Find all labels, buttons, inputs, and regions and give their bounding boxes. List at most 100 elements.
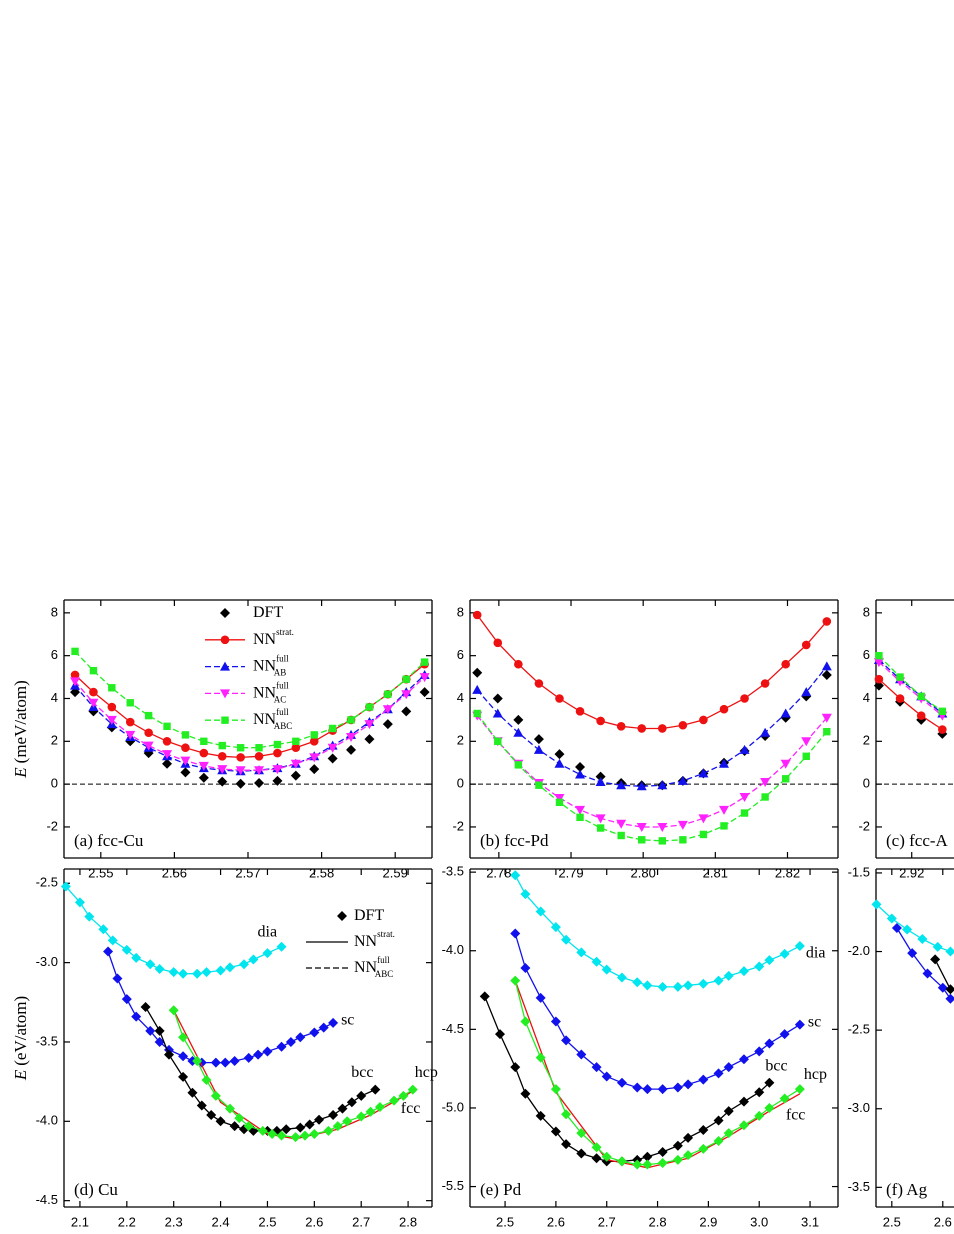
legend-label: NNstrat. xyxy=(354,929,395,950)
marker xyxy=(107,702,117,712)
series-line xyxy=(878,655,943,712)
marker xyxy=(168,967,179,978)
marker xyxy=(764,955,775,966)
panel-label: (c) fcc-A xyxy=(886,831,949,850)
marker xyxy=(292,737,300,746)
marker xyxy=(779,1093,790,1104)
legend-text: NN xyxy=(253,711,277,728)
y-tick-label: 6 xyxy=(863,647,870,662)
marker xyxy=(754,961,765,972)
marker xyxy=(327,753,338,764)
marker xyxy=(492,708,503,718)
marker xyxy=(672,1140,683,1151)
marker xyxy=(698,1124,709,1135)
marker xyxy=(520,963,531,974)
marker xyxy=(638,836,646,844)
y-axis-unit: (meV/atom) xyxy=(11,680,30,763)
y-tick-label: -2 xyxy=(46,818,58,833)
marker xyxy=(698,1143,709,1154)
series-line xyxy=(74,676,426,771)
marker xyxy=(234,1113,245,1124)
marker xyxy=(875,651,883,660)
marker xyxy=(267,1129,278,1140)
marker xyxy=(823,727,831,736)
marker xyxy=(239,959,250,970)
marker xyxy=(60,881,71,892)
marker xyxy=(178,1051,189,1062)
marker xyxy=(295,1122,306,1133)
marker xyxy=(591,1153,602,1164)
marker xyxy=(657,780,668,790)
y-tick-label: -2 xyxy=(452,818,464,833)
marker xyxy=(740,809,749,817)
marker xyxy=(163,722,171,731)
legend-text: NN xyxy=(253,630,277,647)
marker xyxy=(254,778,265,789)
y-tick-label: 8 xyxy=(457,604,464,619)
panel-label: (a) fcc-Cu xyxy=(74,831,144,850)
y-tick-label: 2 xyxy=(457,733,464,748)
marker xyxy=(642,1159,653,1170)
marker xyxy=(154,1036,165,1047)
marker xyxy=(198,772,209,783)
marker xyxy=(281,1124,292,1135)
marker xyxy=(616,819,627,829)
marker xyxy=(922,968,933,979)
y-tick-label: 8 xyxy=(51,604,58,619)
marker xyxy=(601,1071,612,1082)
x-tick-label: 2.58 xyxy=(309,865,334,880)
marker xyxy=(309,1129,320,1140)
marker xyxy=(642,1084,653,1095)
marker xyxy=(220,661,230,671)
marker xyxy=(945,993,954,1004)
marker xyxy=(243,1052,254,1063)
marker xyxy=(938,707,947,716)
marker xyxy=(206,1109,217,1120)
marker xyxy=(561,1139,572,1150)
marker xyxy=(210,1057,221,1068)
marker xyxy=(178,968,189,979)
marker xyxy=(192,1056,203,1067)
marker xyxy=(801,737,812,747)
marker xyxy=(561,1109,572,1120)
x-tick-label: 2.6 xyxy=(305,1214,323,1229)
marker xyxy=(304,1119,315,1130)
marker xyxy=(723,1128,734,1139)
y-tick-label: -3.0 xyxy=(848,1100,870,1115)
marker xyxy=(198,761,209,771)
marker xyxy=(180,756,191,766)
x-tick-label: 3.0 xyxy=(750,1214,768,1229)
marker xyxy=(309,1027,320,1038)
marker xyxy=(533,744,544,754)
marker xyxy=(576,1148,587,1159)
marker xyxy=(98,924,109,935)
legend-label: DFT xyxy=(253,604,283,621)
marker xyxy=(254,751,264,761)
marker xyxy=(145,959,156,970)
marker xyxy=(420,658,429,666)
x-tick-label: 2.55 xyxy=(88,865,113,880)
y-axis-unit: (eV/atom) xyxy=(11,996,30,1066)
x-tick-label: 2.5 xyxy=(258,1214,276,1229)
series-line xyxy=(484,996,770,1163)
y-axis-symbol: E xyxy=(11,767,30,779)
marker xyxy=(510,928,521,939)
marker xyxy=(215,965,226,976)
marker xyxy=(398,1090,409,1101)
marker xyxy=(871,899,882,910)
legend-text: DFT xyxy=(354,907,384,924)
panel-label: (e) Pd xyxy=(480,1180,522,1199)
marker xyxy=(327,743,338,753)
marker xyxy=(720,822,728,830)
marker xyxy=(89,687,98,697)
marker xyxy=(699,830,708,839)
panel: -3.5 -4.0 -4.5 -5.0 -5.5 2.5 2.6 2.7 2.8 2.9 3.0 3.… xyxy=(442,864,839,1229)
series-line xyxy=(476,715,828,828)
marker xyxy=(760,727,771,737)
marker xyxy=(764,1077,775,1088)
legend-label: NNfull AC xyxy=(253,680,289,704)
marker xyxy=(253,1049,264,1060)
marker xyxy=(781,775,790,783)
marker xyxy=(107,935,118,946)
